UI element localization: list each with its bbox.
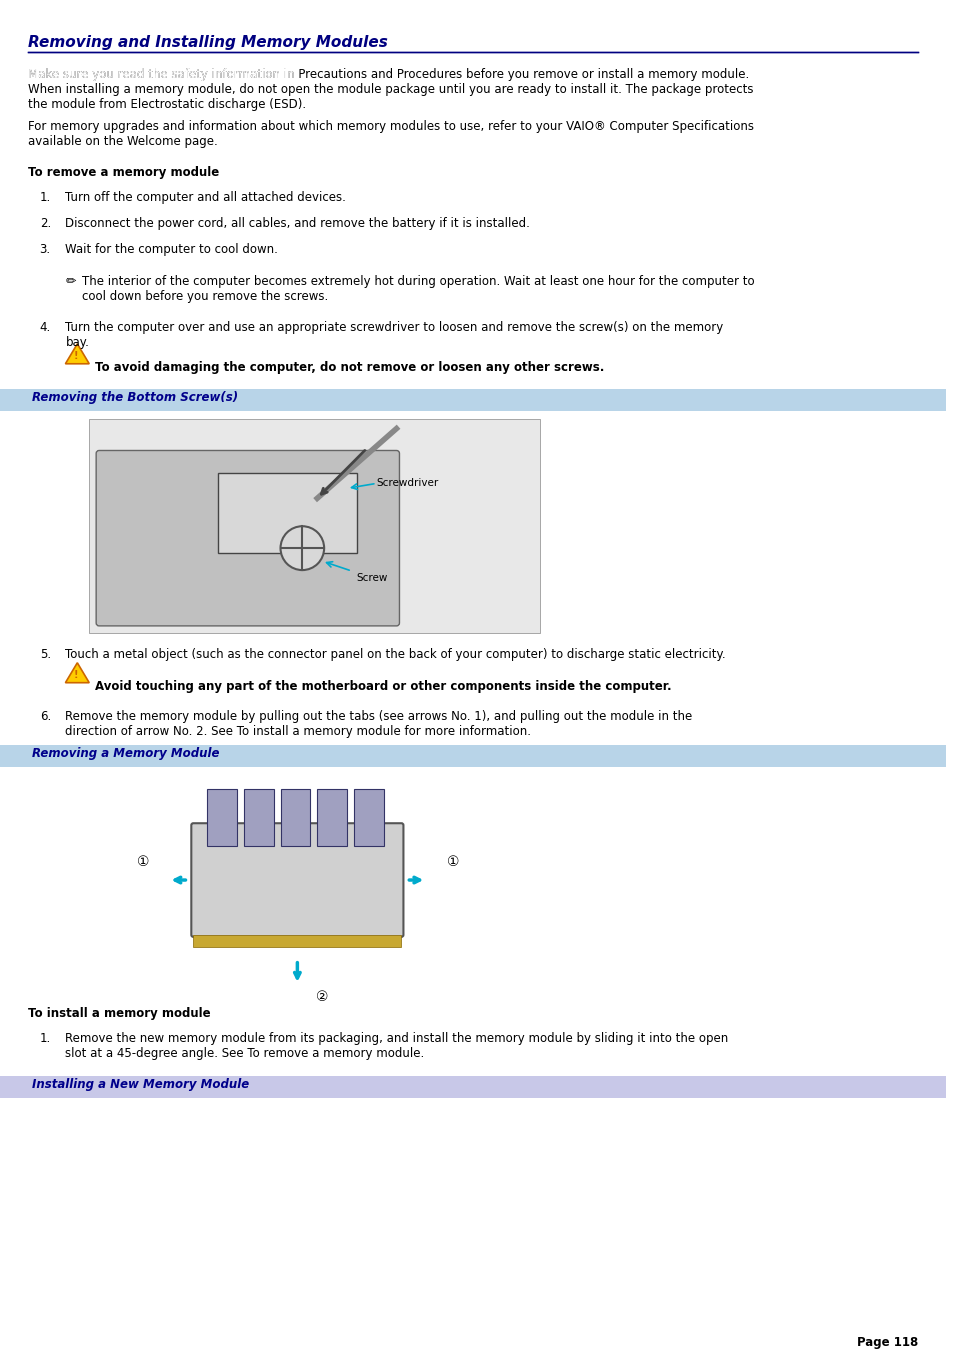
Polygon shape [66, 345, 90, 363]
Text: To remove a memory module: To remove a memory module [28, 166, 219, 180]
Text: Screwdriver: Screwdriver [376, 478, 438, 489]
Text: 1.: 1. [40, 192, 51, 204]
Text: Removing and Installing Memory Modules: Removing and Installing Memory Modules [28, 35, 387, 50]
Text: 4.: 4. [40, 322, 51, 334]
FancyBboxPatch shape [316, 789, 347, 846]
Text: For memory upgrades and information about which memory modules to use, refer to : For memory upgrades and information abou… [28, 120, 753, 147]
Text: Installing a New Memory Module: Installing a New Memory Module [31, 1078, 249, 1092]
Text: Removing the Bottom Screw(s): Removing the Bottom Screw(s) [31, 390, 237, 404]
FancyBboxPatch shape [280, 789, 310, 846]
Text: 3.: 3. [40, 243, 51, 257]
FancyBboxPatch shape [218, 473, 356, 553]
Polygon shape [66, 663, 90, 682]
FancyBboxPatch shape [0, 389, 944, 411]
Text: !: ! [74, 351, 78, 361]
Text: Screw: Screw [356, 573, 388, 584]
Text: ①: ① [446, 855, 458, 869]
FancyBboxPatch shape [192, 823, 403, 936]
FancyBboxPatch shape [207, 789, 236, 846]
Text: 2.: 2. [40, 218, 51, 230]
FancyBboxPatch shape [90, 419, 539, 632]
FancyBboxPatch shape [0, 746, 944, 767]
FancyBboxPatch shape [244, 789, 274, 846]
Text: ✏: ✏ [66, 276, 76, 288]
Text: Removing a Memory Module: Removing a Memory Module [31, 747, 219, 761]
Text: !: ! [74, 670, 78, 680]
Text: ①: ① [137, 855, 150, 869]
FancyBboxPatch shape [96, 450, 399, 626]
FancyBboxPatch shape [0, 1077, 944, 1098]
Text: Touch a metal object (such as the connector panel on the back of your computer) : Touch a metal object (such as the connec… [66, 648, 725, 661]
Text: ②: ② [315, 990, 328, 1004]
Text: The interior of the computer becomes extremely hot during operation. Wait at lea: The interior of the computer becomes ext… [82, 276, 754, 303]
Text: To avoid damaging the computer, do not remove or loosen any other screws.: To avoid damaging the computer, do not r… [95, 361, 604, 374]
Text: 6.: 6. [40, 709, 51, 723]
Text: Avoid touching any part of the motherboard or other components inside the comput: Avoid touching any part of the motherboa… [95, 680, 671, 693]
Text: 1.: 1. [40, 1032, 51, 1044]
Text: Page 118: Page 118 [856, 1336, 917, 1348]
Text: 5.: 5. [40, 648, 51, 661]
Text: Remove the memory module by pulling out the tabs (see arrows No. 1), and pulling: Remove the memory module by pulling out … [66, 709, 692, 738]
Text: To install a memory module: To install a memory module [28, 1006, 211, 1020]
Text: Turn off the computer and all attached devices.: Turn off the computer and all attached d… [66, 192, 346, 204]
Text: Remove the new memory module from its packaging, and install the memory module b: Remove the new memory module from its pa… [66, 1032, 728, 1059]
Text: Turn the computer over and use an appropriate screwdriver to loosen and remove t: Turn the computer over and use an approp… [66, 322, 723, 349]
FancyBboxPatch shape [193, 935, 401, 947]
Text: Make sure you read the safety information in: Make sure you read the safety informatio… [28, 68, 298, 81]
Circle shape [280, 527, 324, 570]
Text: Make sure you read the safety information in Precautions and Procedures before y: Make sure you read the safety informatio… [28, 68, 753, 111]
Text: Wait for the computer to cool down.: Wait for the computer to cool down. [66, 243, 278, 257]
Text: Disconnect the power cord, all cables, and remove the battery if it is installed: Disconnect the power cord, all cables, a… [66, 218, 530, 230]
FancyBboxPatch shape [354, 789, 383, 846]
